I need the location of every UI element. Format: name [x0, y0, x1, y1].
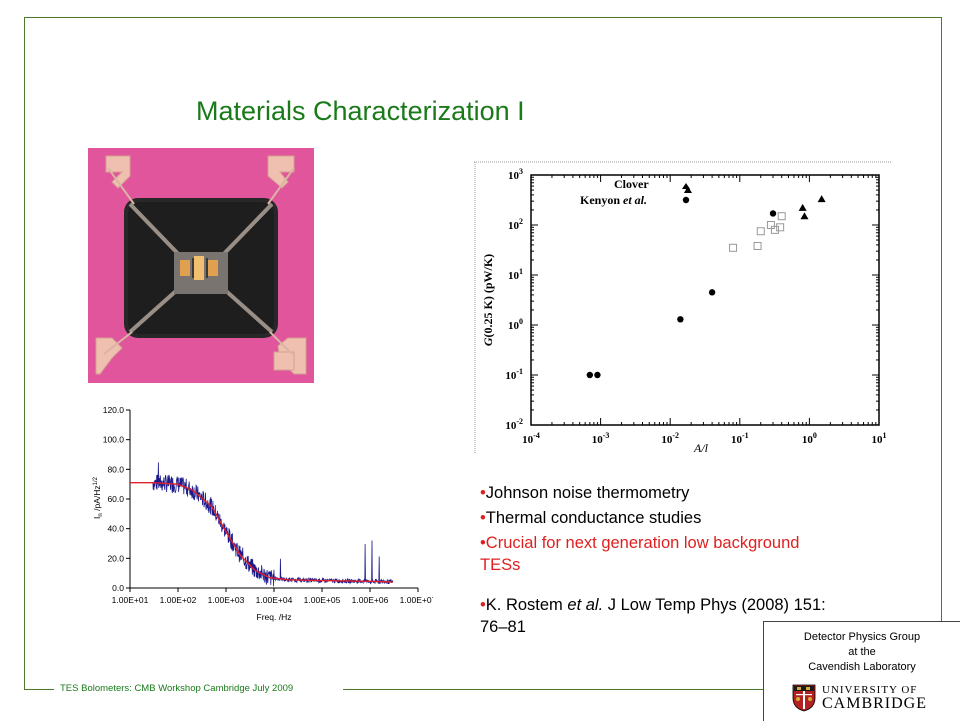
johnson-noise-chart: 0.0 20.0 40.0 60.0 80.0 100.0 120.0 1.00E+01 1.0…	[92, 405, 433, 622]
y-tick-label: 80.0	[107, 464, 124, 474]
bullet-text: Thermal conductance studies	[485, 509, 702, 527]
slide-frame-bottom	[343, 689, 763, 690]
slide-frame-top	[24, 17, 942, 18]
slide-title: Materials Characterization I	[196, 96, 525, 126]
x-tick-label: 10-1	[731, 431, 749, 446]
y-tick-label: 120.0	[103, 405, 125, 415]
x-axis-label: Freq. /Hz	[257, 612, 292, 622]
reference-etal: et al.	[567, 596, 604, 614]
noise-spectrum-trace	[152, 462, 394, 587]
slide-frame-left	[24, 17, 25, 689]
affiliation-at: at the	[848, 646, 876, 658]
bullet-list: •Johnson noise thermometry •Thermal cond…	[480, 482, 800, 579]
x-tick-label: 1.00E+07	[400, 595, 433, 605]
y-tick-label: 101	[508, 267, 523, 282]
reference-citation: •K. Rostem et al. J Low Temp Phys (2008)…	[480, 594, 850, 638]
y-tick-label: 40.0	[107, 524, 124, 534]
y-tick-label: 10-1	[505, 367, 523, 382]
y-axis-label: In /pA/Hz1/2	[92, 476, 104, 519]
slide-frame-right	[941, 17, 942, 621]
affiliation-box: Detector Physics Group at the Cavendish …	[763, 621, 960, 721]
data-point-triangle	[683, 186, 692, 194]
data-point-circle	[769, 210, 777, 217]
x-axis-label: A/l	[693, 441, 709, 455]
data-point-circle	[586, 371, 594, 379]
x-tick-label: 1.00E+02	[160, 595, 197, 605]
thermal-conductance-chart: 10-4 10-3 10-2 10-1 100 101 10-2 10-1 100 101 102 1…	[474, 161, 892, 455]
affiliation-text: Detector Physics Group at the Cavendish …	[764, 630, 960, 675]
reference-journal: J Low Temp Phys (2008) 151: 76–81	[480, 596, 826, 636]
y-axis-label: G(0.25 K) (pW/K)	[481, 254, 495, 346]
data-point-open-square	[766, 221, 775, 229]
x-tick-label: 1.00E+04	[256, 595, 293, 605]
reference-bullet: •	[480, 596, 486, 614]
bullet-item: •Johnson noise thermometry	[480, 484, 690, 502]
data-point-circle	[594, 371, 601, 379]
slide-frame-bottom	[24, 689, 54, 690]
x-tick-label: 1.00E+03	[208, 595, 245, 605]
y-tick-label: 100.0	[103, 435, 125, 445]
x-tick-label: 1.00E+05	[304, 595, 341, 605]
y-tick-label: 60.0	[107, 494, 124, 504]
x-tick-label: 1.00E+06	[352, 595, 389, 605]
data-point-open-square	[776, 223, 785, 232]
x-tick-label: 101	[872, 431, 887, 446]
legend-circle-marker	[682, 196, 690, 204]
bullet-item: •Crucial for next generation low backgro…	[480, 534, 800, 574]
x-tick-label: 10-2	[661, 431, 679, 446]
bullet-item: •Thermal conductance studies	[480, 509, 702, 527]
x-tick-label: 100	[802, 431, 817, 446]
university-logo: UNIVERSITY OF CAMBRIDGE	[792, 684, 952, 714]
data-point-triangle	[817, 195, 826, 203]
cambridge-crest-icon	[792, 684, 816, 712]
data-point-open-square	[756, 227, 765, 236]
data-point-open-square	[753, 242, 762, 251]
data-point-open-square	[729, 243, 738, 252]
tes-device-micrograph	[88, 148, 314, 383]
slide-footer: TES Bolometers: CMB Workshop Cambridge J…	[57, 683, 297, 694]
bullet-text: Johnson noise thermometry	[485, 484, 690, 502]
y-tick-label: 102	[508, 217, 523, 232]
noise-fit-line	[130, 482, 393, 583]
data-point-open-square	[770, 225, 779, 234]
data-point-open-square	[777, 212, 786, 221]
y-tick-label: 10-2	[505, 417, 523, 432]
plot-area	[530, 174, 880, 426]
x-tick-label: 10-3	[592, 431, 610, 446]
affiliation-lab: Cavendish Laboratory	[808, 661, 916, 673]
x-tick-label: 10-4	[522, 431, 540, 446]
y-tick-label: 100	[508, 317, 523, 332]
y-tick-label: 0.0	[112, 583, 124, 593]
legend-kenyon: Kenyon et al.	[580, 193, 647, 207]
x-tick-label: 1.00E+01	[112, 595, 149, 605]
bullet-text-highlight: Crucial for next generation low backgrou…	[480, 534, 800, 574]
university-name-line1: UNIVERSITY OF	[822, 684, 918, 696]
data-point-triangle	[800, 212, 809, 220]
data-point-circle	[708, 289, 716, 296]
data-point-triangle	[798, 203, 807, 211]
university-name-line2: CAMBRIDGE	[822, 695, 928, 712]
y-tick-label: 103	[508, 167, 523, 182]
affiliation-group: Detector Physics Group	[803, 631, 921, 643]
y-tick-label: 20.0	[107, 553, 124, 563]
legend-clover: Clover	[614, 177, 649, 191]
data-point-circle	[677, 316, 684, 323]
reference-authors: K. Rostem	[485, 596, 568, 614]
